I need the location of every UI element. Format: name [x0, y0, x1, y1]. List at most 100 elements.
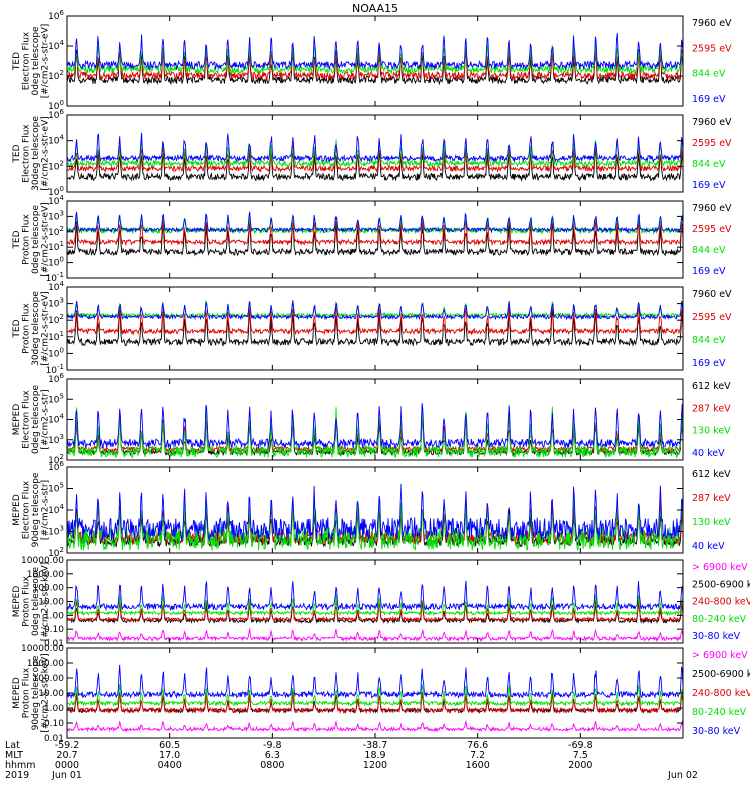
- panel-3: 7960 eV 2595 eV 844 eV 169 eV 10-1 100 101 102 1…: [12, 194, 732, 284]
- plot-title: NOAA15: [352, 2, 398, 15]
- y-tick-label: 102: [48, 69, 64, 82]
- x-row-label: MLT: [5, 750, 23, 761]
- y-tick-label: 103: [48, 525, 64, 538]
- x-tick-label: 0800: [260, 760, 284, 771]
- panel-frame: [66, 559, 684, 644]
- legend-entry: 7960 eV: [692, 203, 732, 214]
- x-tick-label: Jun 02: [667, 770, 698, 781]
- x-row-label: 2019: [5, 770, 29, 781]
- y-tick-label: 104: [48, 503, 64, 516]
- y-tick-label: 106: [48, 9, 64, 22]
- y-tick-label: 102: [48, 453, 64, 466]
- y-tick-label: 0.10: [44, 625, 64, 635]
- y-tick-label: 106: [48, 460, 64, 473]
- y-tick-label: 10000.00: [21, 556, 64, 566]
- y-tick-label: 10000.00: [21, 644, 64, 654]
- y-tick-label: 100: [48, 99, 64, 112]
- y-axis-label: TEDProton Flux0deg telescope[#/cm2-s-str…: [12, 202, 51, 277]
- y-axis-label: TEDElectron Flux30deg telescope[#/cm2-s-…: [12, 116, 51, 191]
- y-tick-label: 104: [48, 413, 64, 426]
- panel-4: 7960 eV 2595 eV 844 eV 169 eV 10-1 100 101 102 1…: [12, 280, 732, 376]
- y-axis-label: MEPEDProton Flux90deg telescope[#/cm2-s-…: [12, 653, 51, 732]
- x-tick-label: 20.7: [56, 750, 77, 761]
- legend-entry: 844 eV: [692, 245, 726, 256]
- y-tick-label: 104: [48, 194, 64, 207]
- legend-entry: 612 keV: [692, 381, 731, 392]
- legend-entry: 2595 eV: [692, 138, 732, 149]
- y-tick-label: 104: [48, 39, 64, 52]
- series-line: [66, 47, 684, 81]
- y-tick-label: 101: [48, 330, 64, 343]
- y-tick-label: 1000.00: [27, 570, 64, 580]
- panel-5: 612 keV 287 keV 130 keV 40 keV 102 103 104 105 1…: [12, 372, 731, 466]
- series-line: [66, 218, 684, 257]
- legend-entry: 30-80 keV: [692, 726, 741, 737]
- legend-entry: 169 eV: [692, 266, 726, 277]
- series-line: [66, 403, 684, 450]
- series-line: [66, 410, 684, 454]
- y-tick-label: 10.00: [38, 598, 64, 608]
- legend-entry: 130 keV: [692, 426, 731, 437]
- series-line: [66, 49, 684, 86]
- panel-frame: [66, 15, 684, 107]
- series-line: [66, 144, 684, 173]
- y-tick-label: 102: [48, 313, 64, 326]
- legend-entry: 2595 eV: [692, 224, 732, 235]
- legend-entry: 80-240 keV: [692, 614, 747, 625]
- x-tick-label: 17.0: [159, 750, 180, 761]
- series-line: [66, 211, 684, 234]
- legend-entry: 169 eV: [692, 180, 726, 191]
- legend-entry: 169 eV: [692, 358, 726, 369]
- legend-entry: 844 eV: [692, 159, 726, 170]
- x-tick-label: 6.3: [265, 750, 280, 761]
- y-tick-label: 1000.00: [27, 659, 64, 669]
- legend-entry: 7960 eV: [692, 18, 732, 29]
- series-line: [66, 719, 684, 733]
- y-tick-label: 10.00: [38, 689, 64, 699]
- legend-entry: 80-240 keV: [692, 707, 747, 718]
- y-tick-label: 100: [48, 185, 64, 198]
- panel-frame: [66, 286, 684, 371]
- x-tick-label: 76.6: [467, 740, 488, 751]
- x-row-label: Lat: [5, 740, 20, 751]
- series-line: [66, 664, 684, 700]
- series-line: [66, 308, 684, 348]
- series-line: [66, 599, 684, 623]
- y-axis-label: TEDElectron Flux0deg telescope[#/cm2-s-s…: [12, 24, 51, 99]
- y-tick-label: 0.10: [44, 719, 64, 729]
- legend-entry: 40 keV: [692, 541, 725, 552]
- y-tick-label: 0.01: [44, 734, 64, 744]
- legend-entry: 2595 eV: [692, 43, 732, 54]
- legend-entry: 844 eV: [692, 335, 726, 346]
- panel-7: > 6900 keV 2500-6900 keV 240-800 keV 80-240…: [12, 556, 750, 649]
- x-tick-label: 2000: [568, 760, 592, 771]
- series-line: [66, 214, 684, 235]
- y-axis-label: MEPEDElectron Flux0deg telescope[#/cm2-s…: [12, 385, 51, 455]
- y-tick-label: 104: [48, 134, 64, 147]
- series-line: [66, 147, 684, 182]
- series-line: [66, 132, 684, 163]
- legend-entry: 40 keV: [692, 448, 725, 459]
- x-tick-label: -9.8: [263, 740, 282, 751]
- series-line: [66, 299, 684, 319]
- legend-entry: 240-800 keV: [692, 688, 750, 699]
- series-line: [66, 139, 684, 168]
- y-tick-label: 106: [48, 108, 64, 121]
- x-tick-label: 1600: [466, 760, 490, 771]
- series-line: [66, 483, 684, 542]
- x-tick-label: 0400: [158, 760, 182, 771]
- y-tick-label: 103: [48, 209, 64, 222]
- y-tick-label: 103: [48, 297, 64, 310]
- panel-frame: [66, 647, 684, 739]
- y-tick-label: 106: [48, 372, 64, 385]
- legend-entry: 7960 eV: [692, 117, 732, 128]
- legend-entry: 287 keV: [692, 493, 731, 504]
- y-tick-label: 104: [48, 280, 64, 293]
- legend-entry: 240-800 keV: [692, 597, 750, 608]
- legend-entry: 844 eV: [692, 69, 726, 80]
- series-line: [66, 300, 684, 321]
